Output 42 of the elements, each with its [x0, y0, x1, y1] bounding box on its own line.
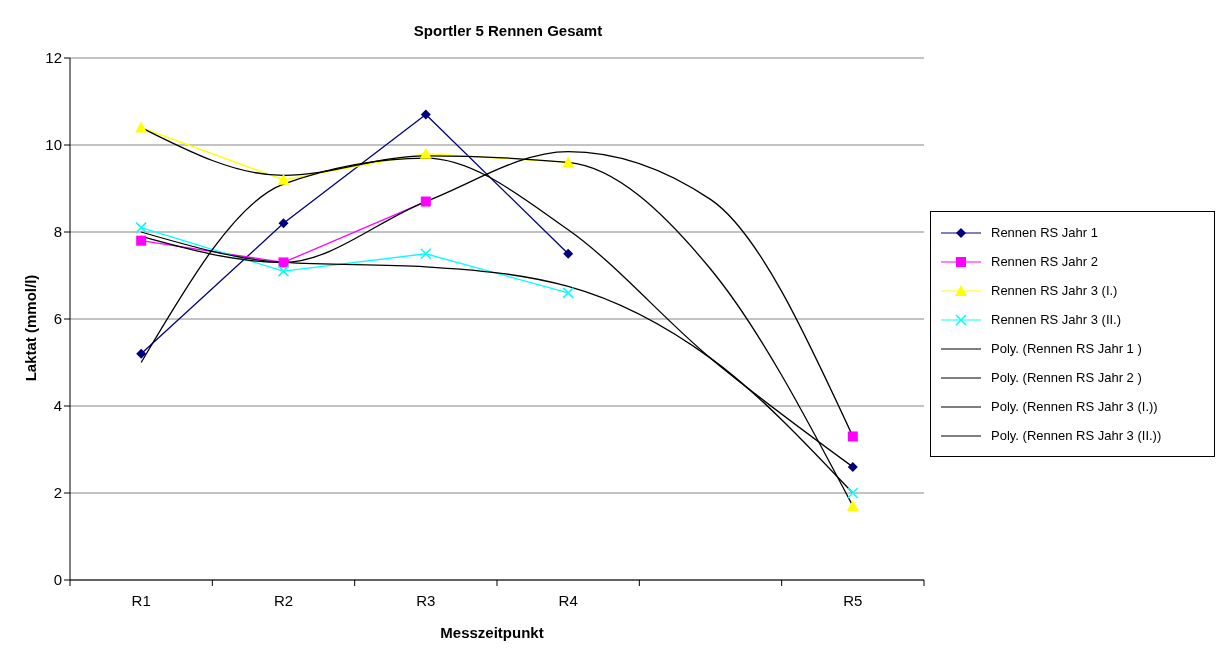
- x-axis-title: Messzeitpunkt: [439, 624, 545, 641]
- point: [847, 487, 859, 499]
- legend-label: Poly. (Rennen RS Jahr 1 ): [991, 341, 1142, 356]
- legend-label: Poly. (Rennen RS Jahr 3 (II.)): [991, 428, 1162, 443]
- chart-title: Sportler 5 Rennen Gesamt: [412, 22, 604, 39]
- legend-label: Rennen RS Jahr 3 (II.): [991, 312, 1122, 327]
- point: [135, 221, 147, 234]
- point: [278, 218, 289, 229]
- point: [278, 257, 289, 268]
- y-tick-label: 12: [45, 49, 62, 67]
- y-tick-label: 0: [53, 571, 62, 589]
- y-tick-label: 4: [53, 397, 62, 415]
- legend-label: Rennen RS Jahr 3 (I.): [991, 283, 1118, 298]
- y-tick-label: 6: [53, 310, 62, 328]
- point: [563, 248, 574, 259]
- point: [847, 431, 858, 442]
- y-tick-label: 10: [45, 136, 62, 154]
- x-tick-label: R2: [273, 592, 294, 609]
- legend-label: Rennen RS Jahr 2: [991, 254, 1098, 269]
- x-tick-label: R5: [843, 592, 863, 609]
- point: [847, 461, 858, 472]
- point: [277, 265, 290, 277]
- point: [419, 147, 432, 159]
- legend-label: Poly. (Rennen RS Jahr 2 ): [991, 370, 1142, 385]
- point: [420, 196, 431, 207]
- point: [846, 500, 859, 512]
- y-axis-title: Laktat (mmol/l): [21, 274, 39, 382]
- point: [562, 287, 574, 299]
- point: [562, 156, 575, 168]
- point: [136, 235, 147, 246]
- point: [420, 248, 432, 260]
- y-tick-label: 8: [53, 223, 62, 241]
- point: [277, 173, 290, 185]
- x-tick-label: R1: [131, 592, 151, 609]
- x-tick-label: R3: [416, 592, 436, 609]
- point: [135, 121, 148, 133]
- point: [136, 348, 147, 359]
- point: [420, 109, 431, 120]
- x-tick-label: R4: [558, 592, 578, 609]
- legend-label: Poly. (Rennen RS Jahr 3 (I.)): [991, 399, 1158, 414]
- y-tick-label: 2: [53, 484, 62, 502]
- legend-label: Rennen RS Jahr 1: [991, 225, 1098, 240]
